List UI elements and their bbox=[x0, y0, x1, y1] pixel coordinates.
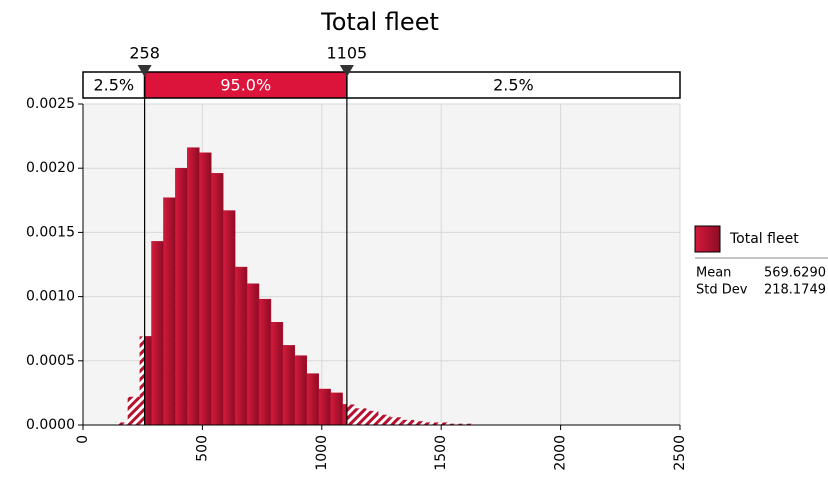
bar-tail bbox=[402, 419, 415, 425]
bar bbox=[294, 355, 308, 426]
x-tick-label: 1500 bbox=[433, 435, 449, 471]
y-tick-label: 0.0020 bbox=[26, 160, 75, 176]
bar-tail bbox=[127, 396, 140, 425]
bar bbox=[330, 392, 343, 426]
bar bbox=[151, 241, 164, 426]
legend-swatch bbox=[694, 225, 721, 253]
region-label: 2.5% bbox=[93, 76, 134, 95]
x-tick-label: 500 bbox=[194, 435, 210, 462]
bar-tail bbox=[390, 417, 403, 425]
stat-label: Std Dev bbox=[696, 283, 748, 298]
bar bbox=[163, 197, 176, 426]
bar bbox=[175, 167, 188, 426]
delimiter-label: 1105 bbox=[327, 44, 368, 63]
bar bbox=[210, 173, 224, 426]
y-tick-label: 0.0010 bbox=[26, 289, 75, 305]
bar-tail bbox=[342, 404, 355, 425]
legend-label: Total fleet bbox=[729, 231, 799, 247]
bar bbox=[199, 152, 212, 426]
bar bbox=[246, 283, 260, 426]
bar bbox=[318, 388, 331, 426]
bar-tail bbox=[378, 414, 391, 425]
bar bbox=[222, 210, 236, 426]
bar-tail bbox=[450, 423, 462, 425]
x-tick-label: 2000 bbox=[553, 435, 569, 471]
y-tick-label: 0.0000 bbox=[26, 417, 75, 433]
bar bbox=[306, 373, 319, 426]
region bbox=[143, 71, 348, 99]
stat-value: 218.1749 bbox=[764, 283, 826, 298]
bar bbox=[270, 322, 284, 426]
chart-title: Total fleet bbox=[320, 8, 439, 36]
y-tick-label: 0.0005 bbox=[26, 353, 75, 369]
bar-tail bbox=[354, 408, 367, 425]
bar-tail bbox=[115, 422, 128, 425]
bar bbox=[282, 345, 296, 426]
x-tick-label: 2500 bbox=[672, 435, 688, 471]
stat-label: Mean bbox=[696, 266, 731, 281]
bar bbox=[258, 298, 272, 426]
bar bbox=[187, 147, 200, 426]
bar-tail bbox=[414, 421, 427, 425]
x-tick-label: 1000 bbox=[314, 435, 330, 471]
y-tick-label: 0.0015 bbox=[26, 224, 75, 240]
bar-tail bbox=[426, 422, 439, 425]
delimiter-label: 258 bbox=[129, 44, 160, 63]
bar-tail bbox=[461, 423, 474, 425]
bar bbox=[234, 266, 248, 426]
delimiter-marker bbox=[339, 65, 354, 77]
bar bbox=[342, 404, 347, 426]
stat-value: 569.6290 bbox=[764, 266, 826, 281]
bar-tail bbox=[366, 410, 379, 425]
region-label: 95.0% bbox=[220, 76, 271, 95]
delimiter-marker bbox=[137, 65, 152, 77]
x-tick-label: 0 bbox=[75, 435, 91, 444]
region-label: 2.5% bbox=[493, 76, 534, 95]
bar-tail bbox=[438, 422, 451, 425]
y-tick-label: 0.0025 bbox=[26, 96, 75, 112]
